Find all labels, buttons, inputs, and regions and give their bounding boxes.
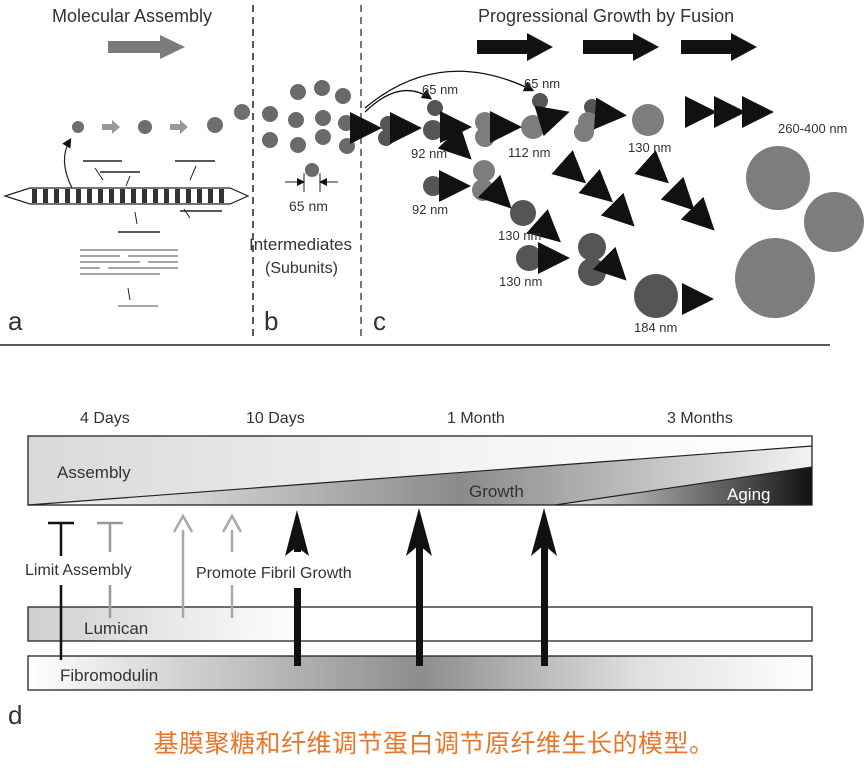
stage-growth-label: Growth [469, 482, 524, 501]
stage-assembly-label: Assembly [57, 463, 131, 482]
panel-label-a: a [8, 306, 23, 336]
fibromodulin-label: Fibromodulin [60, 666, 158, 685]
intermediates-label: Intermediates [249, 235, 352, 254]
molecular-assembly-title: Molecular Assembly [52, 6, 212, 26]
growth-arrow-2 [583, 33, 659, 61]
panel-timeline-diagram: 4 Days 10 Days 1 Month 3 Months Assembly… [8, 410, 813, 730]
panel-c-fusion: 65 nm 65 nm 92 nm 92 nm 112 nm 130 nm 13… [350, 70, 864, 336]
size-label-130-b: 130 nm [498, 228, 541, 243]
size-label-130-a: 130 nm [628, 140, 671, 155]
panel-label-d: d [8, 700, 22, 730]
size-label-260-400: 260-400 nm [778, 121, 847, 136]
panel-label-c: c [373, 306, 386, 336]
promote-growth-label: Promote Fibril Growth [196, 565, 352, 582]
lumican-limit-symbol [97, 521, 123, 618]
size-label-65-c1: 65 nm [422, 82, 458, 97]
stage-aging-label: Aging [727, 485, 770, 504]
panel-a-molecules: a [3, 104, 250, 336]
size-label-184: 184 nm [634, 320, 677, 335]
size-label-92-b: 92 nm [412, 202, 448, 217]
limit-assembly-label: Limit Assembly [25, 562, 132, 579]
size-label-65-b: 65 nm [289, 198, 328, 214]
timeline-10-days: 10 Days [246, 410, 305, 427]
fibromodulin-limit-symbol [48, 521, 74, 660]
lumican-promote-arrows [172, 513, 243, 618]
subunits-label: (Subunits) [265, 260, 338, 277]
panel-assembly-diagram: Molecular Assembly Progressional Growth … [0, 5, 864, 346]
figure-caption: 基膜聚糖和纤维调节蛋白调节原纤维生长的模型。 [153, 729, 715, 758]
fibromodulin-promote-arrows [285, 508, 557, 666]
panel-b-intermediates [262, 80, 355, 177]
growth-arrow-3 [681, 33, 757, 61]
timeline-1-month: 1 Month [447, 410, 505, 427]
timeline-3-months: 3 Months [667, 410, 733, 427]
size-label-92-a: 92 nm [411, 146, 447, 161]
size-label-112: 112 nm [508, 145, 550, 160]
assembly-wedge [28, 436, 812, 505]
stage-bar [27, 435, 813, 506]
size-label-130-c: 130 nm [499, 274, 542, 289]
panel-b-dimension [285, 173, 338, 192]
progressional-growth-title: Progressional Growth by Fusion [478, 6, 734, 26]
molecular-assembly-arrow [108, 35, 185, 59]
size-label-65-c2: 65 nm [524, 76, 560, 91]
lumican-label: Lumican [84, 619, 148, 638]
growth-arrow-1 [477, 33, 553, 61]
timeline-4-days: 4 Days [80, 410, 130, 427]
panel-label-b: b [264, 306, 278, 336]
